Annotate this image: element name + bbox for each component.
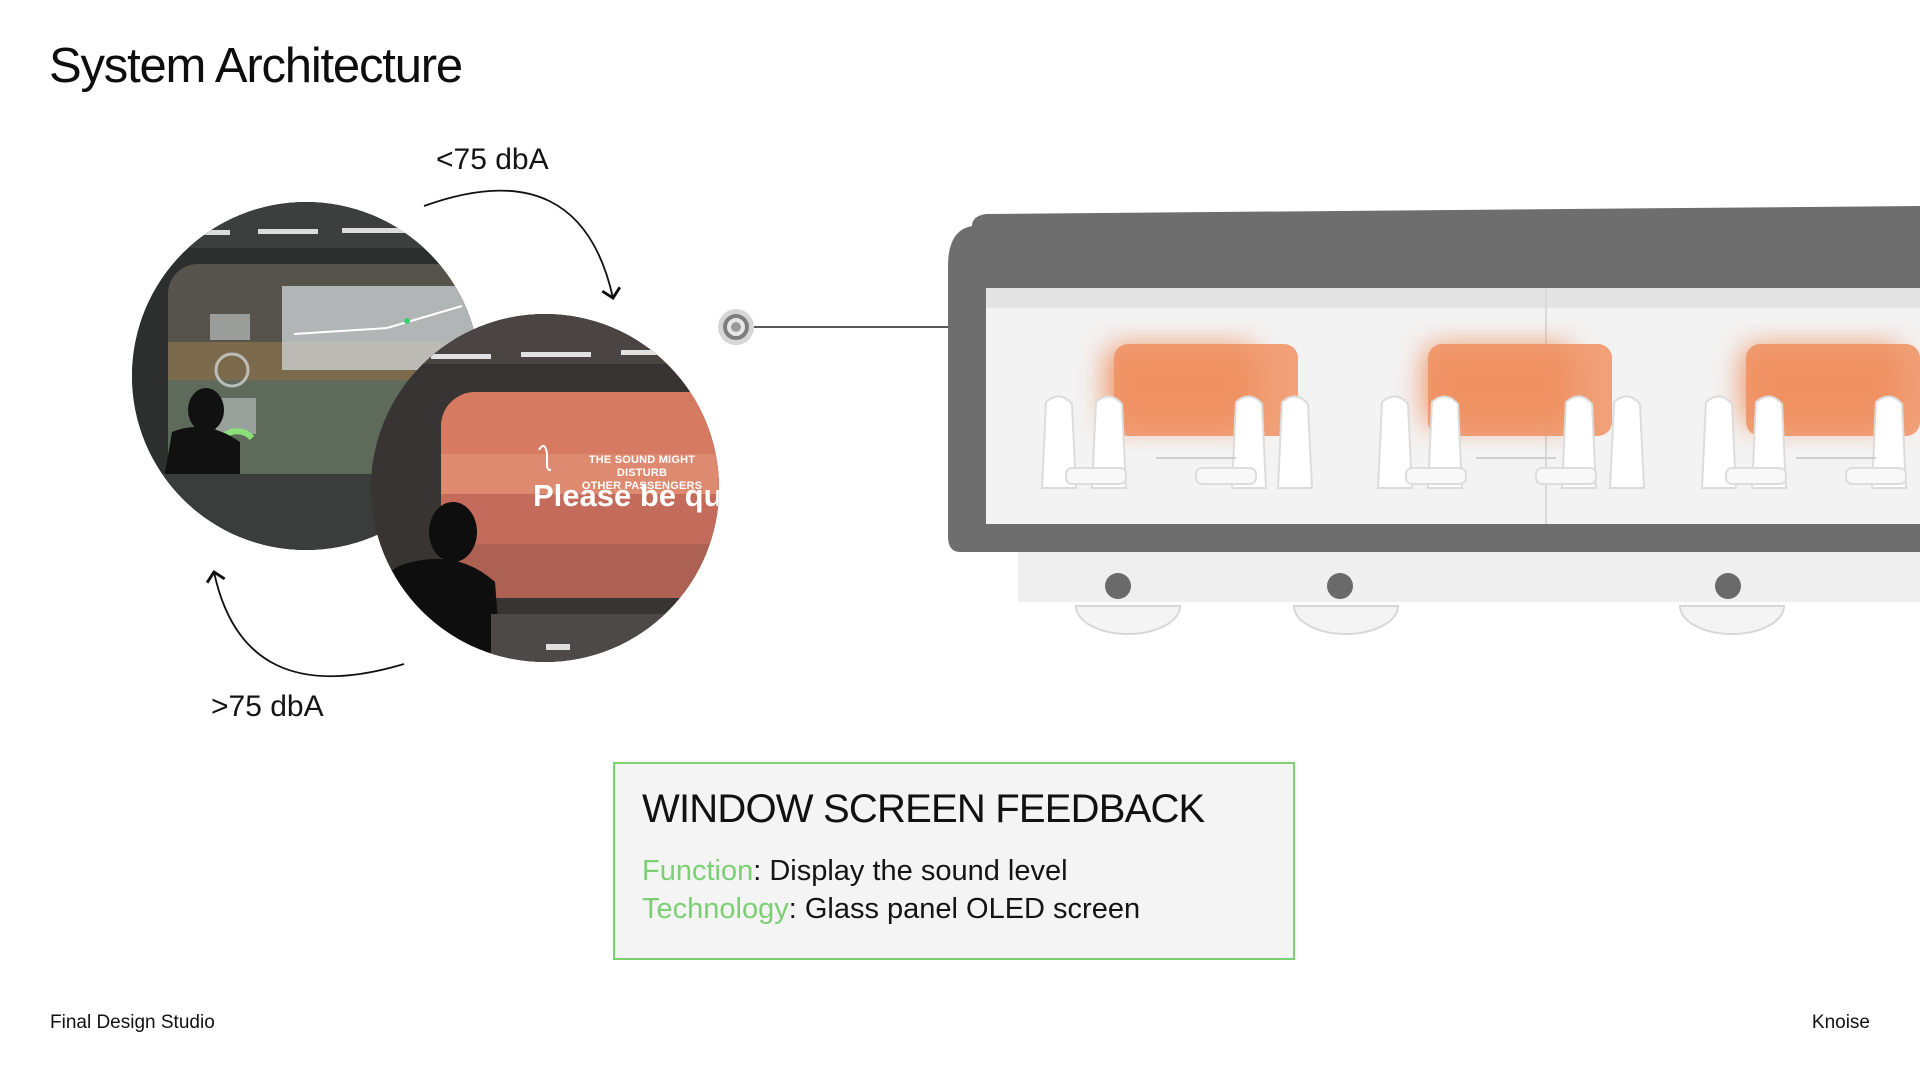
curved-arrow-clockwise-icon: [423, 189, 622, 300]
technology-line: Technology: Glass panel OLED screen: [642, 893, 1140, 926]
train-cross-section-image: [948, 206, 1920, 635]
warning-line-2: OTHER PASSENGERS: [581, 480, 703, 492]
footer-studio: Final Design Studio: [50, 1012, 215, 1033]
warning-message: Please be qui: [533, 478, 719, 513]
high-db-label: >75 dbA: [211, 690, 324, 723]
page-title: System Architecture: [49, 39, 463, 93]
warning-subtext: THE SOUND MIGHT DISTURB OTHER PASSENGERS: [567, 454, 717, 493]
sensor-dot-icon: [718, 309, 754, 345]
feedback-heading: WINDOW SCREEN FEEDBACK: [642, 787, 1205, 831]
curved-arrow-return-icon: [205, 570, 405, 678]
feedback-info-box: WINDOW SCREEN FEEDBACK Function: Display…: [613, 762, 1295, 960]
function-value: : Display the sound level: [753, 855, 1068, 887]
warning-overlay: THE SOUND MIGHT DISTURB OTHER PASSENGERS…: [371, 314, 719, 662]
technology-key: Technology: [642, 893, 789, 925]
warning-line-1: THE SOUND MIGHT DISTURB: [588, 454, 696, 479]
function-line: Function: Display the sound level: [642, 855, 1068, 888]
function-key: Function: [642, 855, 754, 887]
low-db-label: <75 dbA: [436, 143, 549, 176]
technology-value: : Glass panel OLED screen: [788, 893, 1141, 925]
footer-brand: Knoise: [1811, 1012, 1870, 1033]
